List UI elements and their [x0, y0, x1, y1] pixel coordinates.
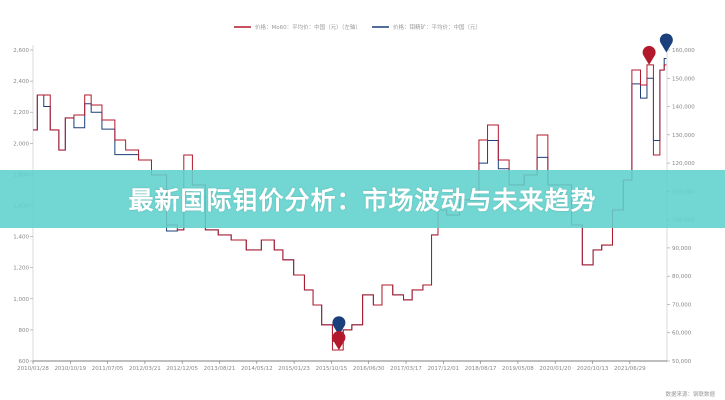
left-tick-label: 2,000 [13, 141, 29, 147]
right-tick-label: 120,000 [672, 161, 695, 167]
x-tick-label: 2015/01/23 [278, 366, 310, 372]
left-tick-label: 2,200 [13, 110, 29, 116]
x-tick-label: 2021/06/29 [614, 366, 646, 372]
legend-label-series-2: 价格：钼精矿：平均价：中国（元） [393, 23, 481, 31]
x-tick-label: 2010/10/19 [54, 366, 86, 372]
left-tick-label: 1,200 [13, 266, 29, 272]
x-tick-label: 2010/01/28 [17, 366, 49, 372]
source-note: 数据来源：钢联数据 [665, 392, 715, 398]
legend-label-series-1: 价格：Mo60：平均价：中国（元）（左轴） [255, 23, 361, 31]
right-tick-label: 150,000 [672, 76, 695, 82]
series-line-1 [33, 64, 667, 351]
right-tick-label: 70,000 [672, 302, 692, 308]
left-tick-label: 2,600 [13, 48, 29, 54]
right-tick-label: 60,000 [672, 331, 692, 337]
banner-title: 最新国际钼价分析：市场波动与未来趋势 [128, 186, 597, 215]
x-tick-label: 2018/08/17 [465, 366, 497, 372]
legend: 价格：Mo60：平均价：中国（元）（左轴） 价格：钼精矿：平均价：中国（元） [234, 23, 481, 31]
max-value-pin-series-2 [659, 33, 673, 53]
min-value-pin-series-2 [332, 316, 346, 336]
x-tick-label: 2020/10/13 [577, 366, 609, 372]
right-tick-label: 80,000 [672, 274, 692, 280]
x-tick-label: 2017/03/17 [390, 366, 422, 372]
left-tick-label: 1,000 [13, 297, 29, 303]
left-tick-label: 800 [19, 328, 30, 334]
right-tick-label: 50,000 [672, 359, 692, 365]
x-tick-label: 2017/12/01 [427, 366, 459, 372]
x-tick-label: 2016/06/30 [353, 366, 385, 372]
left-tick-label: 600 [19, 359, 30, 365]
max-value-pin-series-1 [642, 45, 656, 65]
right-tick-label: 140,000 [672, 105, 695, 111]
left-tick-label: 1,400 [13, 235, 29, 241]
x-tick-label: 2012/12/05 [166, 366, 198, 372]
min-value-pin-series-1 [332, 330, 346, 350]
right-tick-label: 130,000 [672, 133, 695, 139]
left-tick-label: 2,400 [13, 79, 29, 85]
right-tick-label: 90,000 [672, 246, 692, 252]
x-tick-label: 2015/10/15 [316, 366, 348, 372]
x-tick-label: 2012/03/21 [129, 366, 161, 372]
x-tick-label: 2019/05/08 [502, 366, 534, 372]
x-tick-label: 2020/01/20 [539, 366, 571, 372]
x-tick-label: 2014/05/12 [241, 366, 273, 372]
x-tick-label: 2011/07/05 [92, 366, 124, 372]
title-banner: 最新国际钼价分析：市场波动与未来趋势 [0, 170, 725, 228]
right-tick-label: 160,000 [672, 48, 695, 54]
x-tick-label: 2013/08/21 [204, 366, 236, 372]
